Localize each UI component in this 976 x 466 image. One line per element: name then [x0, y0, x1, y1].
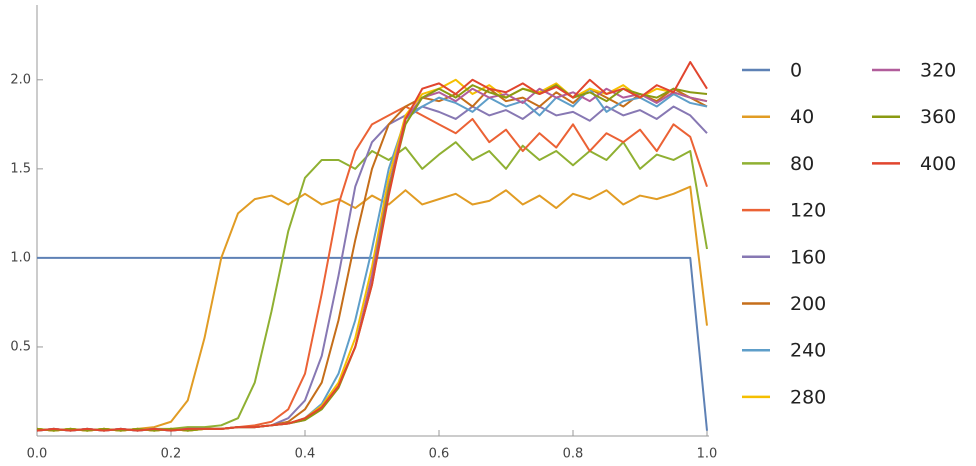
- legend-label: 120: [790, 200, 826, 222]
- legend-label: 280: [790, 386, 826, 408]
- series-line: [37, 256, 708, 431]
- legend-label: 0: [790, 60, 802, 82]
- series-line: [36, 185, 708, 432]
- legend-label: 80: [790, 153, 814, 175]
- x-tick-label: 0.8: [563, 447, 584, 462]
- legend-label: 200: [790, 293, 826, 315]
- legend-label: 320: [920, 60, 956, 82]
- series-line: [36, 87, 708, 432]
- series-line: [36, 87, 708, 432]
- x-tick-label: 0.0: [27, 447, 48, 462]
- y-tick-label: 1.5: [10, 161, 31, 176]
- series-line: [36, 87, 708, 432]
- y-tick-label: 0.5: [10, 339, 31, 354]
- x-tick-label: 1.0: [697, 447, 718, 462]
- legend-label: 160: [790, 246, 826, 268]
- legend: 0 40 80 120 160 200 240 280 320 360 400: [742, 60, 956, 408]
- series-line: [36, 60, 708, 432]
- y-tick-label: 2.0: [10, 72, 31, 87]
- x-tick-label: 0.2: [161, 447, 182, 462]
- y-tick-label: 1.0: [10, 250, 31, 265]
- legend-label: 360: [920, 106, 956, 128]
- legend-label: 40: [790, 106, 814, 128]
- legend-label: 240: [790, 340, 826, 362]
- x-tick-label: 0.4: [295, 447, 316, 462]
- x-tick-label: 0.6: [429, 447, 450, 462]
- legend-label: 400: [920, 153, 956, 175]
